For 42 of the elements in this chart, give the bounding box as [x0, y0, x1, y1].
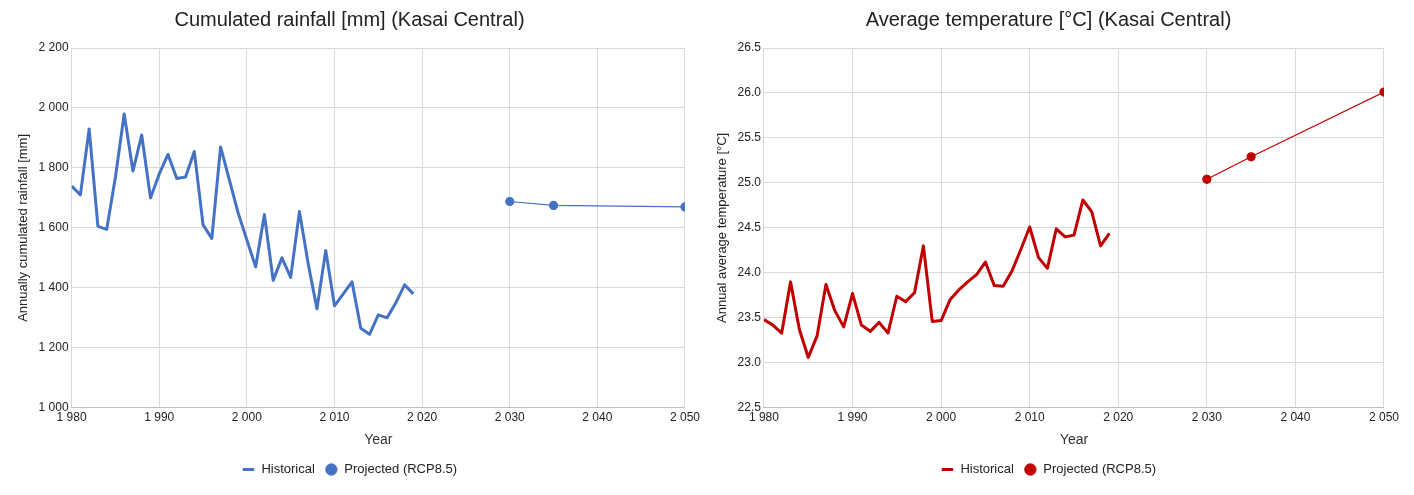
x-tick-label: 2 020: [407, 410, 438, 425]
legend-label: Historical: [960, 461, 1014, 477]
y-tick-label: 1 200: [38, 340, 69, 355]
x-tick-label: 2 040: [582, 410, 613, 425]
x-tick-label: 2 000: [926, 410, 957, 425]
x-tick-label: 1 990: [144, 410, 175, 425]
x-tick-label: 2 030: [494, 410, 526, 425]
x-tick-label: 2 050: [1368, 410, 1400, 425]
chart-title: Cumulated rainfall [mm] (Kasai Central): [174, 7, 525, 30]
legend-label: Historical: [261, 461, 315, 477]
y-axis-title: Annually cumulated rainfall [mm]: [15, 133, 31, 322]
point: [1246, 152, 1256, 162]
y-tick-label: 24.0: [737, 265, 762, 280]
y-tick-label: 1 800: [38, 160, 69, 175]
y-tick-label: 26.5: [737, 40, 762, 55]
x-axis-title: Year: [1059, 431, 1089, 448]
y-axis-title: Annual average temperature [°C]: [714, 132, 730, 323]
legend-label: Projected (RCP8.5): [344, 461, 458, 477]
point: [1202, 174, 1212, 184]
x-tick-label: 2 000: [231, 410, 263, 425]
chart-title: Average temperature [°C] (Kasai Central): [865, 7, 1232, 30]
y-tick-label: 23.5: [737, 310, 762, 325]
y-tick-label: 2 000: [38, 100, 69, 115]
y-tick-label: 26.0: [737, 85, 762, 100]
x-tick-label: 1 980: [748, 410, 780, 425]
x-tick-label: 2 030: [1191, 410, 1223, 425]
x-tick-label: 2 010: [1014, 410, 1046, 425]
x-tick-label: 2 020: [1103, 410, 1134, 425]
y-tick-label: 25.5: [737, 130, 762, 145]
legend-label: Projected (RCP8.5): [1043, 461, 1157, 477]
x-tick-label: 2 050: [669, 410, 701, 425]
y-tick-label: 25.0: [737, 175, 762, 190]
x-axis-title: Year: [364, 431, 393, 448]
y-tick-label: 24.5: [737, 220, 762, 235]
x-tick-label: 2 040: [1280, 410, 1311, 425]
y-tick-label: 1 400: [38, 280, 69, 295]
x-tick-label: 2 010: [319, 410, 350, 425]
y-tick-label: 2 200: [38, 40, 69, 55]
x-tick-label: 1 980: [56, 410, 87, 425]
x-tick-label: 1 990: [837, 410, 868, 425]
y-tick-label: 23.0: [737, 355, 762, 370]
y-tick-label: 1 600: [38, 220, 69, 235]
